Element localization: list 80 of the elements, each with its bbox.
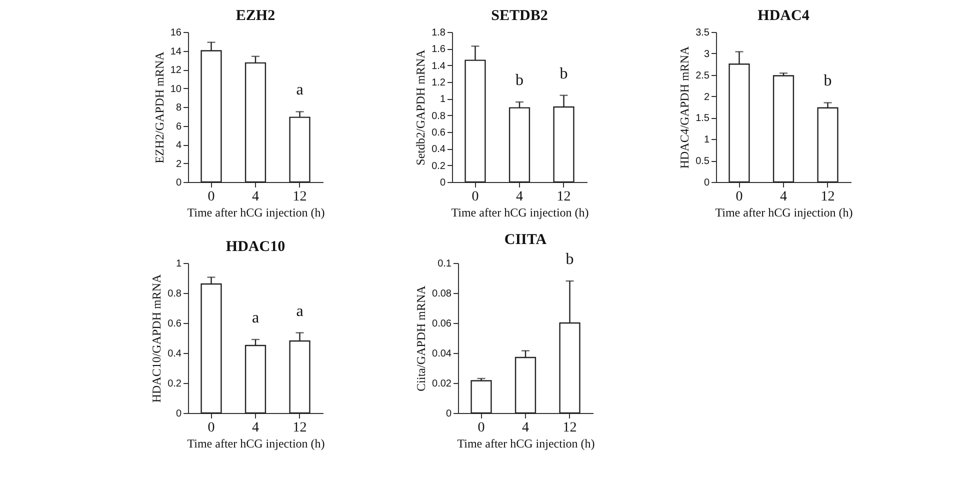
x-tick-label: 0	[736, 190, 743, 204]
y-tick-label: 0	[704, 178, 710, 188]
y-axis-title: HDAC4/GAPDH mRNA	[678, 46, 692, 169]
y-tick-label: 0.4	[168, 348, 182, 360]
y-tick-label: 0.6	[432, 128, 446, 138]
y-tick-label: 0	[176, 178, 182, 188]
y-tick-label: 2	[176, 158, 182, 170]
x-axis-title: Time after hCG injection (h)	[451, 206, 589, 220]
y-axis-title: HDAC10/GAPDH mRNA	[150, 274, 164, 403]
y-tick-label: 0	[176, 408, 182, 420]
y-tick-label: 0.06	[432, 318, 452, 330]
y-tick-label: 8	[176, 102, 182, 114]
y-tick-label: 2	[704, 92, 710, 103]
x-tick-label: 0	[478, 420, 485, 436]
x-axis-title: Time after hCG injection (h)	[457, 436, 595, 450]
x-axis-title: Time after hCG injection (h)	[187, 436, 325, 450]
x-tick-label: 12	[292, 190, 307, 204]
chart-title: EZH2	[236, 8, 276, 24]
y-tick-label: 14	[170, 46, 182, 58]
x-tick-label: 12	[562, 420, 577, 436]
y-tick-label: 1.2	[432, 78, 446, 88]
chart-title: HDAC4	[758, 8, 810, 24]
bar	[289, 116, 310, 183]
x-tick-label: 12	[556, 190, 571, 204]
x-tick-label: 12	[820, 190, 835, 204]
bar	[772, 75, 794, 183]
y-tick-label: 3	[704, 48, 710, 60]
x-tick-label: 0	[208, 190, 215, 204]
y-tick-label: 0.6	[168, 318, 182, 330]
y-tick-label: 0.8	[432, 110, 446, 122]
x-axis-title: Time after hCG injection (h)	[715, 206, 853, 220]
x-tick-label: 4	[252, 420, 259, 436]
bar	[470, 380, 492, 414]
y-tick-label: 1	[704, 134, 710, 146]
y-tick-label: 1.8	[432, 28, 446, 38]
y-tick-label: 0.08	[432, 288, 452, 300]
y-tick-label: 12	[170, 65, 182, 76]
annotation: b	[824, 72, 832, 90]
annotation: b	[516, 72, 524, 89]
y-tick-label: 1	[440, 94, 446, 106]
y-tick-label: 0.1	[438, 258, 452, 270]
y-tick-label: 1.4	[432, 60, 446, 72]
y-axis-title: Ciita/GAPDH mRNA	[414, 285, 428, 392]
y-tick-label: 2.5	[696, 70, 710, 82]
y-tick-label: 0.2	[168, 378, 182, 390]
y-axis-title: EZH2/GAPDH mRNA	[152, 51, 166, 164]
annotation: a	[296, 302, 304, 320]
y-axis-title: Setdb2/GAPDH mRNA	[414, 49, 428, 166]
annotation: b	[566, 251, 574, 268]
y-tick-label: 0.02	[432, 378, 452, 390]
annotation: b	[560, 65, 568, 82]
x-axis-title: Time after hCG injection (h)	[187, 206, 325, 220]
y-tick-label: 1	[176, 258, 182, 270]
x-tick-label: 4	[252, 190, 259, 204]
y-tick-label: 0	[440, 178, 446, 188]
y-tick-label: 3.5	[696, 28, 710, 38]
y-tick-label: 0.2	[432, 160, 446, 172]
chart-title: HDAC10	[226, 239, 286, 255]
x-tick-label: 0	[472, 190, 479, 204]
y-tick-label: 6	[176, 121, 182, 132]
x-tick-label: 12	[292, 420, 307, 436]
y-tick-label: 16	[170, 28, 182, 38]
y-tick-label: 0.04	[432, 348, 452, 360]
x-tick-label: 4	[516, 190, 523, 204]
x-tick-label: 0	[208, 420, 215, 436]
chart-title: SETDB2	[491, 8, 548, 24]
y-tick-label: 0.5	[696, 156, 710, 168]
y-tick-label: 10	[170, 84, 182, 95]
y-tick-label: 0.8	[168, 288, 182, 300]
y-tick-label: 1.6	[432, 44, 446, 56]
y-tick-label: 4	[176, 140, 182, 151]
y-tick-label: 0.4	[432, 144, 446, 156]
bar	[817, 107, 838, 183]
annotation: a	[252, 310, 260, 326]
annotation: a	[296, 82, 304, 99]
y-tick-label: 0	[446, 408, 452, 420]
x-tick-label: 4	[780, 190, 787, 204]
x-tick-label: 4	[522, 420, 529, 436]
chart-title: CIITA	[504, 232, 547, 248]
y-tick-label: 1.5	[696, 113, 710, 124]
